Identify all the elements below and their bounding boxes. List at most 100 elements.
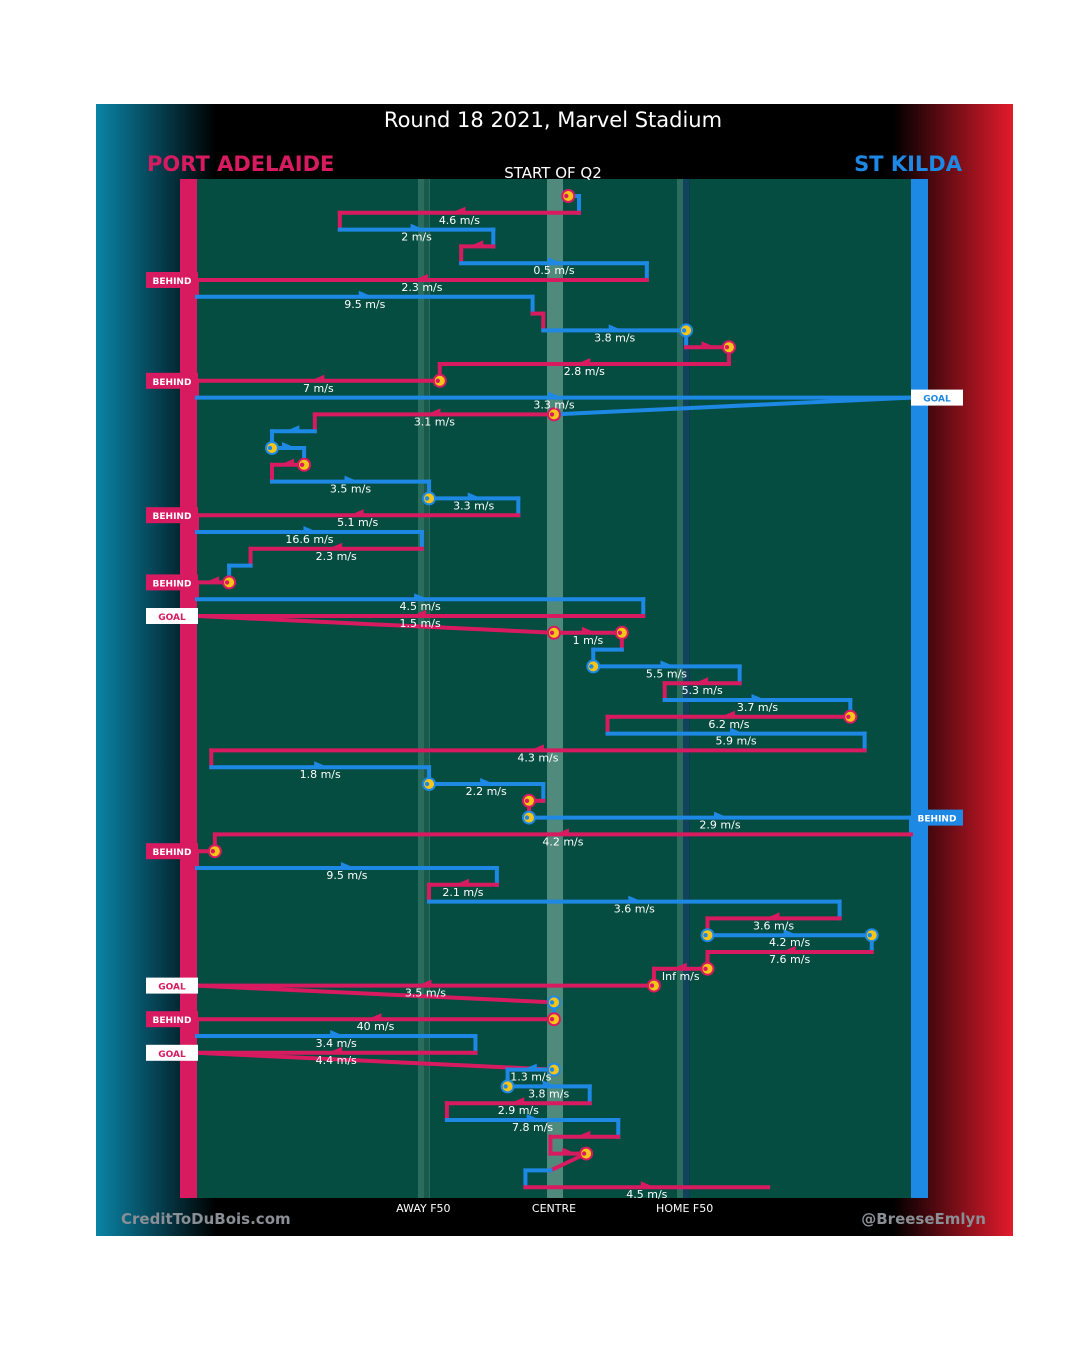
contest-marker <box>614 625 629 640</box>
speed-label: 2.9 m/s <box>699 819 740 832</box>
direction-arrow <box>285 425 300 432</box>
outcome-badge-bg <box>146 977 198 994</box>
speed-label: 2.9 m/s <box>498 1104 539 1117</box>
marker-dot <box>299 462 305 467</box>
speed-label: 4.3 m/s <box>517 751 558 764</box>
direction-arrow <box>694 677 709 684</box>
outcome-label: BEHIND <box>153 1016 192 1026</box>
direction-arrow <box>783 929 798 936</box>
direction-arrow <box>554 828 569 835</box>
speed-label: 1.3 m/s <box>510 1071 551 1084</box>
marker-dot <box>549 1017 555 1022</box>
speed-label: 2.2 m/s <box>466 785 507 798</box>
direction-arrow <box>526 1114 541 1120</box>
direction-arrow <box>730 727 745 734</box>
speed-label: 0.5 m/s <box>533 264 574 277</box>
x-tick-label: HOME F50 <box>656 1202 713 1215</box>
speed-label: 3.5 m/s <box>405 987 446 1000</box>
speed-label: 3.3 m/s <box>453 499 494 512</box>
outcome-label: GOAL <box>158 613 186 623</box>
outcome-label: GOAL <box>158 983 186 993</box>
port-outcome-badge: GOAL <box>146 1044 198 1061</box>
speed-label: 1.5 m/s <box>400 617 441 630</box>
direction-arrow <box>417 979 432 986</box>
speed-label: 2.3 m/s <box>401 281 442 294</box>
outcome-badge-bg <box>146 843 198 860</box>
direction-arrow <box>765 912 780 919</box>
marker-dot <box>524 798 530 803</box>
direction-arrow <box>314 761 329 768</box>
direction-arrow <box>548 391 562 398</box>
speed-label: 5.9 m/s <box>715 735 756 748</box>
outcome-label: BEHIND <box>153 378 192 388</box>
direction-arrow <box>413 274 428 280</box>
home-f50-line-dark <box>683 179 690 1198</box>
period-label: START OF Q2 <box>504 164 602 182</box>
speed-label: 4.6 m/s <box>439 214 480 227</box>
port-outcome-badge: BEHIND <box>146 272 198 288</box>
direction-arrow <box>303 526 318 532</box>
marker-dot <box>846 714 851 719</box>
speed-label: 5.5 m/s <box>646 667 687 680</box>
credit-right: @BreeseEmlyn <box>861 1210 986 1228</box>
speed-label: 5.3 m/s <box>682 684 723 697</box>
outcome-badge-bg <box>146 507 198 524</box>
outcome-badge-bg <box>146 608 198 624</box>
speed-label: 6.2 m/s <box>708 718 749 731</box>
stk-outcome-badge: BEHIND <box>911 809 963 826</box>
marker-dot <box>549 1000 555 1005</box>
direction-arrow <box>701 341 716 348</box>
chain-segments <box>195 194 913 1190</box>
direction-arrow <box>410 223 425 230</box>
marker-dot <box>703 966 708 971</box>
contest-marker <box>700 928 715 943</box>
chain-connectors <box>194 194 914 1190</box>
direction-arrow <box>412 610 427 616</box>
speed-label: 2.8 m/s <box>564 365 605 378</box>
speed-label: Inf m/s <box>662 970 700 983</box>
speed-label: 4.5 m/s <box>626 1188 667 1201</box>
direction-arrow <box>426 408 441 415</box>
contest-marker <box>721 340 736 355</box>
contest-marker <box>586 659 601 674</box>
speed-label: 3.6 m/s <box>614 903 655 916</box>
direction-arrow <box>205 576 220 583</box>
speed-label: 9.5 m/s <box>326 869 367 882</box>
contest-marker <box>547 407 561 422</box>
chain-labels: 4.6 m/s 2 m/s 0.5 m/s 2.3 m/s BEHIND 9.5 m/s 3… <box>146 214 963 1201</box>
outcome-label: BEHIND <box>153 579 192 589</box>
contest-marker <box>207 844 222 859</box>
contest-marker <box>547 1012 561 1027</box>
contest-marker <box>864 928 879 943</box>
port-outcome-badge: BEHIND <box>146 843 198 860</box>
contest-marker <box>297 457 312 472</box>
direction-arrow <box>608 324 623 331</box>
marker-dot <box>617 630 623 635</box>
outcome-label: BEHIND <box>918 815 957 825</box>
away-f50-line-dark <box>424 179 429 1198</box>
port-goal-post <box>180 179 197 1198</box>
speed-label: 3.4 m/s <box>316 1037 357 1050</box>
outcome-badge-bg <box>146 372 198 389</box>
direction-arrow <box>280 458 295 465</box>
contest-marker <box>579 1146 594 1161</box>
marker-dot <box>424 781 430 787</box>
contest-marker <box>422 491 437 506</box>
outcome-label: BEHIND <box>153 512 192 522</box>
direction-arrow <box>576 1130 591 1137</box>
x-tick-label: CENTRE <box>532 1202 576 1215</box>
chain-markers <box>207 189 879 1161</box>
direction-arrow <box>548 257 562 264</box>
marker-dot <box>435 378 440 383</box>
speed-label: 1 m/s <box>573 634 604 647</box>
port-outcome-badge: BEHIND <box>146 574 198 591</box>
contest-marker <box>522 793 537 808</box>
chart-title: Round 18 2021, Marvel Stadium <box>384 108 722 132</box>
chain-connector <box>194 613 557 635</box>
port-outcome-badge: BEHIND <box>146 1011 198 1028</box>
speed-label: 4.2 m/s <box>542 835 583 848</box>
direction-arrow <box>414 593 429 600</box>
x-tick-label: AWAY F50 <box>396 1202 450 1215</box>
direction-arrow <box>454 878 469 885</box>
speed-label: 4.4 m/s <box>316 1054 357 1067</box>
